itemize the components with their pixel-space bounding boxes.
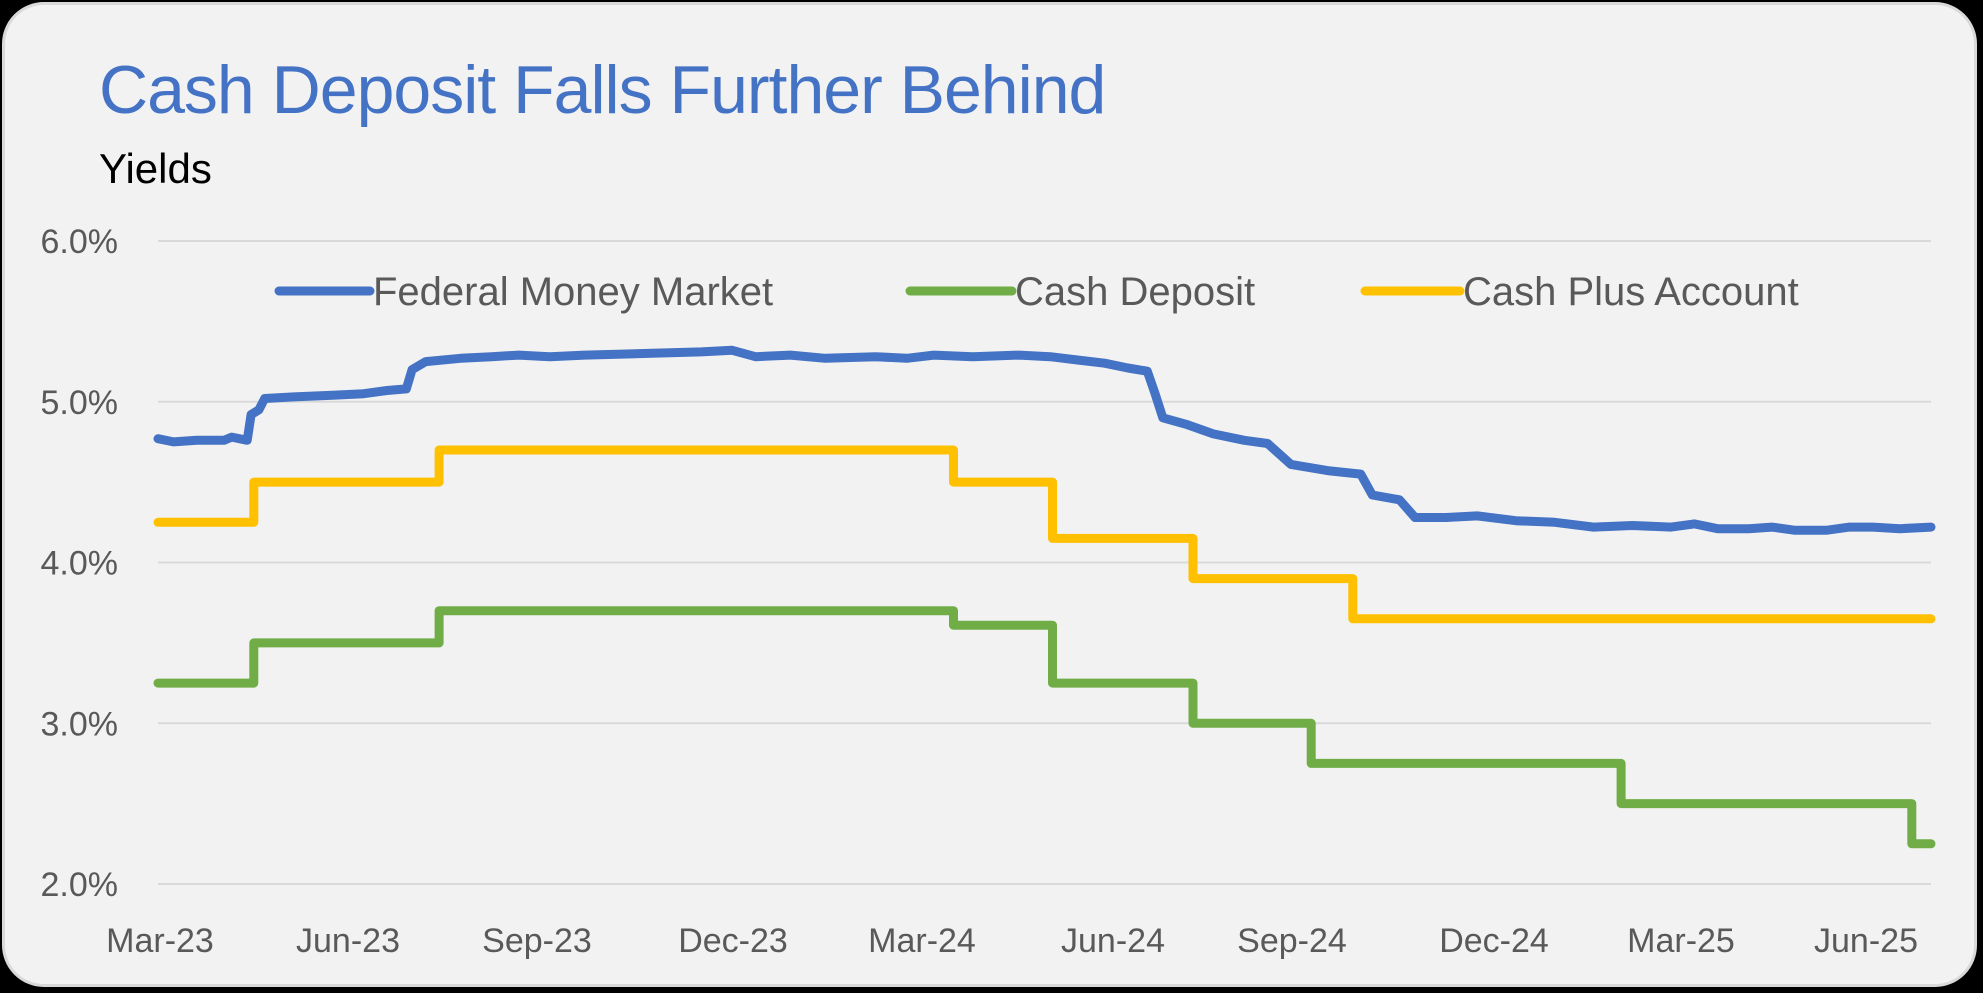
y-tick-label: 6.0% xyxy=(41,223,119,261)
legend-item-federal-money-market: Federal Money Market xyxy=(274,270,773,314)
x-tick-label: Sep-24 xyxy=(1237,922,1347,960)
series-cash-plus-account xyxy=(153,445,1936,624)
x-tick-label: Jun-25 xyxy=(1814,922,1918,960)
x-tick-label: Mar-23 xyxy=(106,922,214,960)
gridlines xyxy=(158,240,1931,885)
chart-title: Cash Deposit Falls Further Behind xyxy=(99,52,1106,128)
legend-item-cash-deposit: Cash Deposit xyxy=(905,270,1255,314)
y-tick-label: 4.0% xyxy=(41,545,119,583)
y-tick-label: 5.0% xyxy=(41,384,119,422)
x-tick-label: Dec-23 xyxy=(678,922,788,960)
x-tick-label: Dec-24 xyxy=(1439,922,1549,960)
x-tick-label: Jun-24 xyxy=(1061,922,1165,960)
x-tick-label: Sep-23 xyxy=(482,922,592,960)
y-axis: 2.0% 3.0% 4.0% 5.0% 6.0% xyxy=(41,223,119,904)
series-federal-money-market xyxy=(153,345,1936,535)
y-tick-label: 3.0% xyxy=(41,705,119,743)
legend-label: Cash Plus Account xyxy=(1463,270,1799,314)
legend: Federal Money Market Cash Deposit Cash P… xyxy=(274,270,1799,314)
series-lines xyxy=(153,345,1936,849)
x-tick-label: Jun-23 xyxy=(296,922,400,960)
chart-subtitle: Yields xyxy=(99,145,212,192)
y-tick-label: 2.0% xyxy=(41,866,119,904)
legend-label: Federal Money Market xyxy=(373,270,773,314)
legend-label: Cash Deposit xyxy=(1015,270,1255,314)
x-tick-label: Mar-24 xyxy=(868,922,976,960)
series-cash-deposit xyxy=(153,606,1936,849)
legend-item-cash-plus-account: Cash Plus Account xyxy=(1360,270,1799,314)
x-axis: Mar-23 Jun-23 Sep-23 Dec-23 Mar-24 Jun-24 Sep-… xyxy=(106,922,1918,960)
x-tick-label: Mar-25 xyxy=(1627,922,1735,960)
